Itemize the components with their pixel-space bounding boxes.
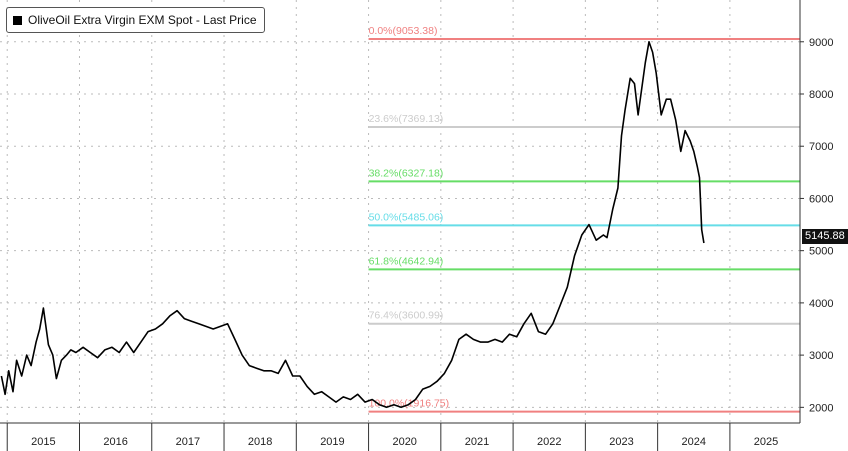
- x-tick-label: 2025: [754, 436, 778, 448]
- x-tick-label: 2023: [609, 436, 633, 448]
- x-tick-label: 2015: [31, 436, 55, 448]
- fib-level-label: 61.8%(4642.94): [369, 255, 444, 267]
- x-tick-label: 2021: [465, 436, 489, 448]
- x-tick-label: 2016: [103, 436, 127, 448]
- y-tick-label: 3000: [809, 350, 833, 362]
- x-tick-label: 2020: [392, 436, 416, 448]
- x-tick-label: 2018: [248, 436, 272, 448]
- legend: OliveOil Extra Virgin EXM Spot - Last Pr…: [6, 7, 265, 33]
- y-tick-label: 9000: [809, 37, 833, 49]
- y-gridlines: [0, 41, 800, 408]
- y-tick-label: 2000: [809, 402, 833, 414]
- legend-swatch: [13, 15, 22, 25]
- y-axis-ticks: 2000 3000 4000 5000 6000 7000 8000 9000: [800, 37, 833, 414]
- fib-level-label: 38.2%(6327.18): [369, 167, 444, 179]
- y-tick-label: 7000: [809, 141, 833, 153]
- fibonacci-levels: [368, 37, 800, 413]
- x-tick-label: 2022: [537, 436, 561, 448]
- fib-level-label: 0.0%(9053.38): [369, 25, 438, 37]
- x-tick-label: 2024: [682, 436, 706, 448]
- last-price-tag: 5145.88: [802, 229, 848, 244]
- x-axis-ticks: 2015 2016 2017 2018 2019 2020 2021 2022 2023 2024…: [6, 423, 778, 451]
- y-tick-label: 5000: [809, 246, 833, 258]
- y-tick-label: 6000: [809, 193, 833, 205]
- y-tick-label: 8000: [809, 89, 833, 101]
- x-tick-label: 2017: [176, 436, 200, 448]
- x-gridlines: [6, 0, 731, 423]
- price-line-series: [0, 41, 705, 409]
- x-tick-label: 2019: [320, 436, 344, 448]
- fib-level-label: 23.6%(7369.13): [369, 113, 444, 125]
- legend-label: OliveOil Extra Virgin EXM Spot - Last Pr…: [28, 13, 257, 27]
- fib-level-label: 76.4%(3600.99): [369, 310, 444, 322]
- fib-level-label: 50.0%(5485.06): [369, 211, 444, 223]
- y-tick-label: 4000: [809, 298, 833, 310]
